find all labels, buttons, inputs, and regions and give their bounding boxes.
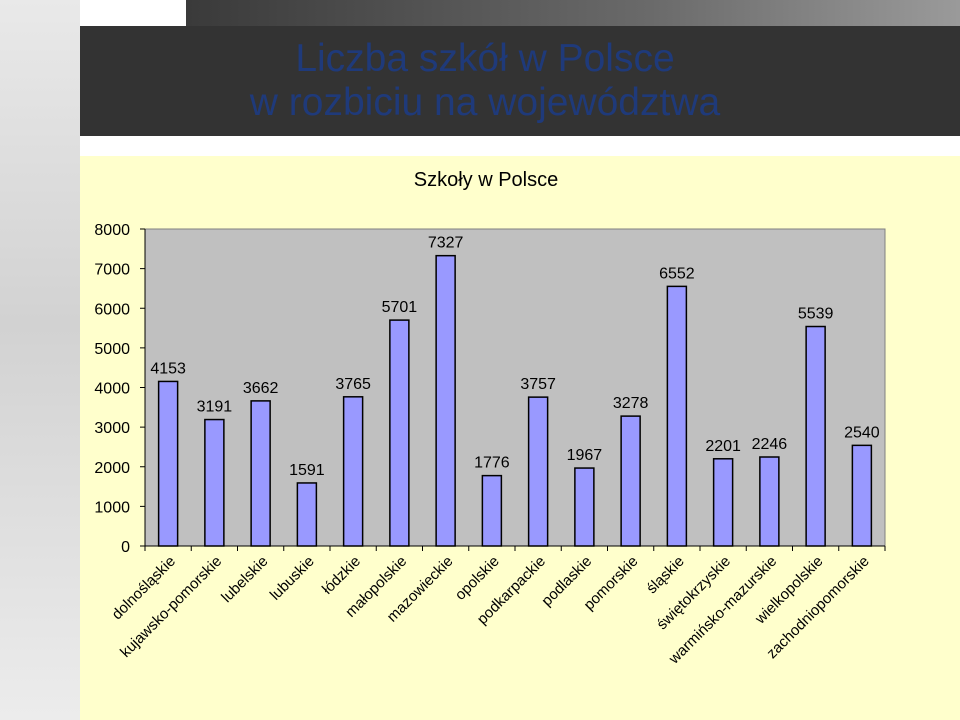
- y-tick-label-4: 4000: [94, 381, 130, 398]
- bar-warmińsko-mazurskie: [759, 456, 780, 547]
- bar-kujawsko-pomorskie: [204, 418, 225, 547]
- data-label-małopolskie: 5701: [382, 299, 418, 316]
- y-tick-label-0: 0: [121, 539, 130, 556]
- data-label-kujawsko-pomorskie: 3191: [197, 399, 233, 416]
- bar-podlaskie: [574, 467, 595, 547]
- x-tick-label-lubelskie: lubelskie: [218, 553, 271, 606]
- bar-opolskie: [481, 474, 503, 547]
- bar-małopolskie: [389, 319, 410, 547]
- y-tick-label-1: 1000: [94, 499, 130, 516]
- y-tick-label-2: 2000: [94, 460, 130, 477]
- y-tick-label-5: 5000: [94, 341, 130, 358]
- slide-title-line-2: w rozbiciu na województwa: [249, 81, 721, 124]
- slide-title-line-1: Liczba szkół w Polsce: [295, 37, 675, 80]
- y-tick-label-7: 7000: [94, 262, 130, 279]
- bar-pomorskie: [620, 415, 641, 547]
- data-label-podkarpackie: 3757: [520, 376, 556, 393]
- bar-lubelskie: [250, 400, 271, 547]
- data-label-pomorskie: 3278: [613, 395, 649, 412]
- bar-dolnośląskie: [157, 380, 179, 547]
- data-label-śląskie: 6552: [659, 265, 695, 282]
- bar-świętokrzyskie: [712, 458, 734, 547]
- data-label-dolnośląskie: 4153: [150, 360, 186, 377]
- x-tick-label-lubuskie: lubuskie: [267, 553, 318, 604]
- bar-wielkopolskie: [805, 325, 826, 547]
- data-label-wielkopolskie: 5539: [798, 306, 834, 323]
- x-tick-label-śląskie: śląskie: [643, 553, 687, 597]
- bar-łódzkie: [342, 396, 364, 547]
- slide-title: Liczba szkół w Polsce w rozbiciu na woje…: [80, 26, 890, 136]
- y-tick-label-8: 8000: [94, 222, 130, 239]
- data-label-zachodniopomorskie: 2540: [844, 424, 880, 441]
- data-label-warmińsko-mazurskie: 2246: [752, 436, 788, 453]
- data-label-mazowieckie: 7327: [428, 235, 464, 252]
- y-tick-label-3: 3000: [94, 420, 130, 437]
- data-label-podlaskie: 1967: [567, 447, 603, 464]
- bar-śląskie: [666, 285, 688, 547]
- bar-mazowieckie: [435, 254, 456, 547]
- bar-podkarpackie: [527, 396, 549, 547]
- y-tick-label-6: 6000: [94, 301, 130, 318]
- x-tick-label-łódzkie: łódzkie: [319, 553, 364, 598]
- background-left-decor: [0, 0, 80, 720]
- bar-lubuskie: [296, 482, 318, 547]
- data-label-lubuskie: 1591: [289, 462, 325, 479]
- data-label-opolskie: 1776: [474, 455, 510, 472]
- bar-zachodniopomorskie: [851, 444, 873, 547]
- chart-title: Szkoły w Polsce: [414, 169, 559, 191]
- data-label-łódzkie: 3765: [335, 376, 371, 393]
- slide-header: [80, 26, 960, 136]
- data-label-lubelskie: 3662: [243, 380, 279, 397]
- background-top-strip: [186, 0, 960, 26]
- data-label-świętokrzyskie: 2201: [705, 438, 741, 455]
